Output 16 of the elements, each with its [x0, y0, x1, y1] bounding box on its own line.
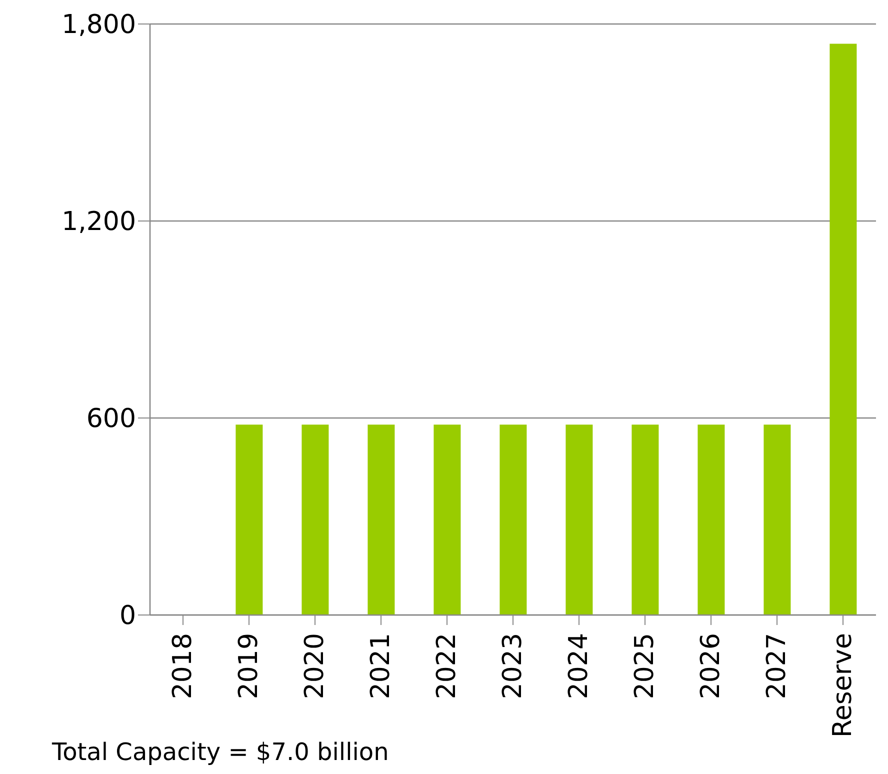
y-tick-label: 600 — [86, 404, 136, 434]
x-tick-label: 2027 — [762, 633, 792, 700]
y-tick-label: 1,200 — [62, 207, 136, 238]
x-tick-label: 2020 — [300, 633, 330, 700]
x-tick-label: 2019 — [234, 633, 264, 700]
x-tick-label: 2023 — [498, 633, 528, 700]
x-tick-label: 2021 — [366, 633, 396, 700]
x-tick-label: Reserve — [828, 633, 858, 738]
x-tick-label: 2022 — [432, 633, 462, 700]
y-tick-label: 0 — [119, 601, 136, 632]
x-tick-label: 2018 — [168, 633, 198, 700]
text: Total Capacity = $7.0 billion — [52, 738, 389, 766]
x-tick-label: 2025 — [630, 633, 660, 700]
x-tick-label: 2026 — [696, 633, 726, 700]
x-tick-label: 2024 — [564, 633, 594, 700]
y-tick-label: 1,800 — [62, 10, 136, 40]
